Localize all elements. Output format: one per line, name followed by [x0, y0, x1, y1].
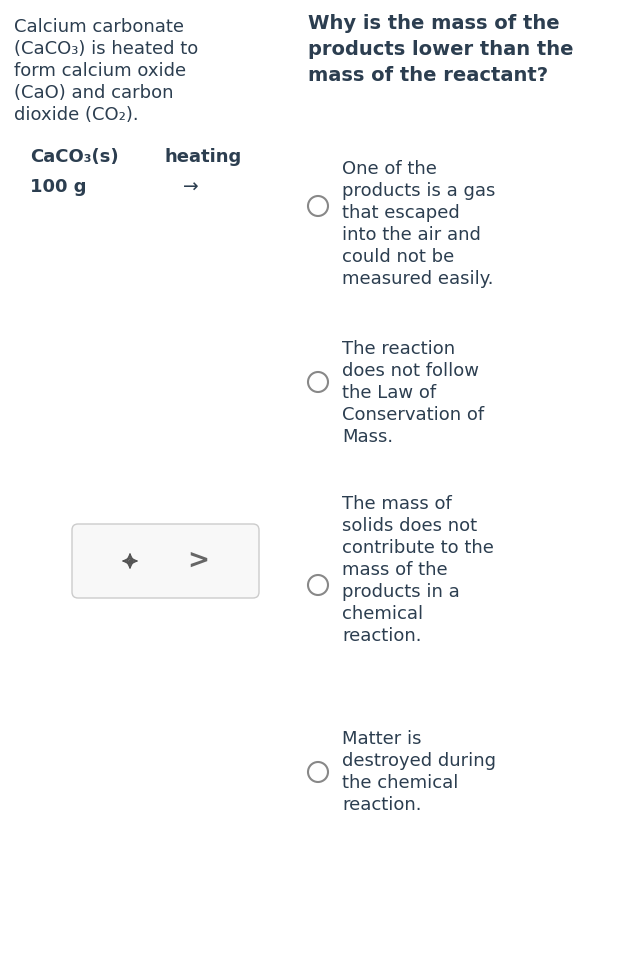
Text: Calcium carbonate: Calcium carbonate [14, 18, 184, 36]
Text: mass of the: mass of the [342, 561, 448, 579]
Text: dioxide (CO₂).: dioxide (CO₂). [14, 106, 139, 124]
Text: into the air and: into the air and [342, 226, 481, 244]
Text: form calcium oxide: form calcium oxide [14, 62, 186, 80]
Text: destroyed during: destroyed during [342, 752, 496, 770]
Text: the chemical: the chemical [342, 774, 459, 792]
Text: One of the: One of the [342, 160, 437, 178]
Text: products is a gas: products is a gas [342, 182, 495, 200]
Text: →: → [183, 178, 199, 197]
Text: mass of the reactant?: mass of the reactant? [308, 66, 548, 85]
Text: products lower than the: products lower than the [308, 40, 573, 59]
Text: reaction.: reaction. [342, 627, 422, 645]
Text: Why is the mass of the: Why is the mass of the [308, 14, 560, 33]
Text: (CaCO₃) is heated to: (CaCO₃) is heated to [14, 40, 198, 58]
Text: does not follow: does not follow [342, 362, 479, 380]
Text: could not be: could not be [342, 248, 454, 266]
FancyBboxPatch shape [72, 524, 259, 598]
Text: products in a: products in a [342, 583, 460, 601]
Text: >: > [187, 548, 209, 574]
Text: heating: heating [165, 148, 242, 166]
Text: 100 g: 100 g [30, 178, 87, 196]
Text: The mass of: The mass of [342, 495, 452, 513]
Text: reaction.: reaction. [342, 796, 422, 814]
Text: Matter is: Matter is [342, 730, 422, 748]
Text: Mass.: Mass. [342, 428, 393, 446]
Text: Conservation of: Conservation of [342, 406, 484, 424]
Text: The reaction: The reaction [342, 340, 455, 358]
Text: (CaO) and carbon: (CaO) and carbon [14, 84, 173, 102]
Text: CaCO₃(s): CaCO₃(s) [30, 148, 119, 166]
Text: contribute to the: contribute to the [342, 539, 494, 557]
Text: solids does not: solids does not [342, 517, 477, 535]
Text: the Law of: the Law of [342, 384, 436, 402]
Text: that escaped: that escaped [342, 204, 460, 222]
Text: measured easily.: measured easily. [342, 270, 493, 288]
Text: chemical: chemical [342, 605, 423, 623]
